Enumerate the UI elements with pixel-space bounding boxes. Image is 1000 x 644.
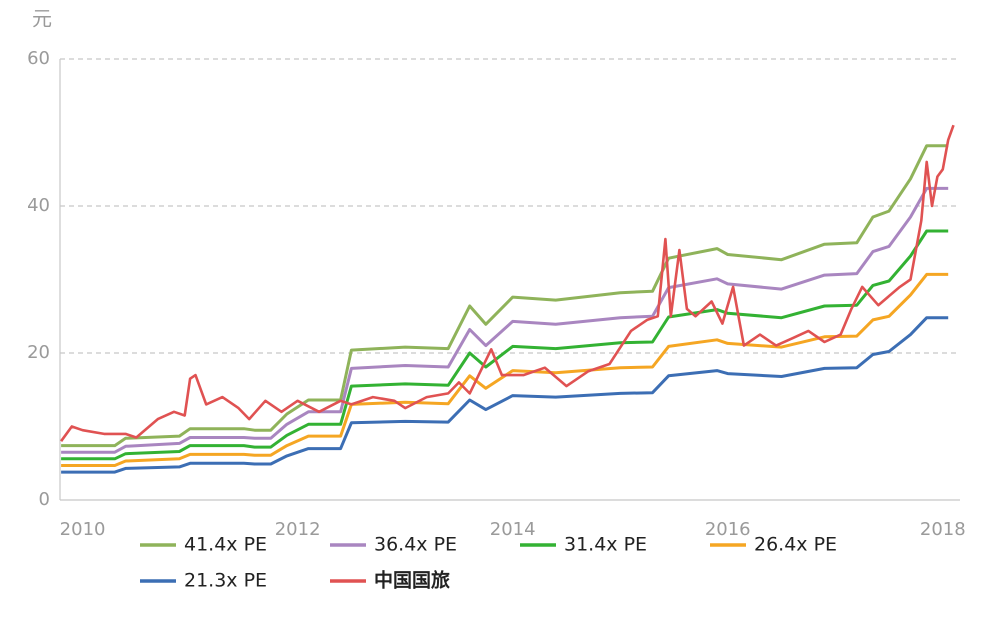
series-line <box>60 124 955 442</box>
y-axis-unit: 元 <box>32 7 52 31</box>
x-tick-label: 2010 <box>60 519 106 540</box>
x-tick-label: 2014 <box>490 519 536 540</box>
legend-label: 41.4x PE <box>184 534 267 556</box>
series-line <box>61 316 949 474</box>
legend-label: 21.3x PE <box>184 570 267 592</box>
series-line <box>61 144 949 448</box>
x-tick-label: 2018 <box>920 519 966 540</box>
y-tick-label: 0 <box>39 489 50 510</box>
series-line <box>61 272 949 467</box>
x-tick-label: 2016 <box>705 519 751 540</box>
y-tick-label: 40 <box>27 195 50 216</box>
legend-label: 26.4x PE <box>754 534 837 556</box>
y-tick-label: 20 <box>27 342 50 363</box>
legend-label: 31.4x PE <box>564 534 647 556</box>
legend-label: 中国国旅 <box>374 569 450 592</box>
series-line <box>61 186 949 454</box>
y-tick-label: 60 <box>27 48 50 69</box>
legend-label: 36.4x PE <box>374 534 457 556</box>
x-tick-label: 2012 <box>275 519 321 540</box>
series-line <box>61 229 949 461</box>
